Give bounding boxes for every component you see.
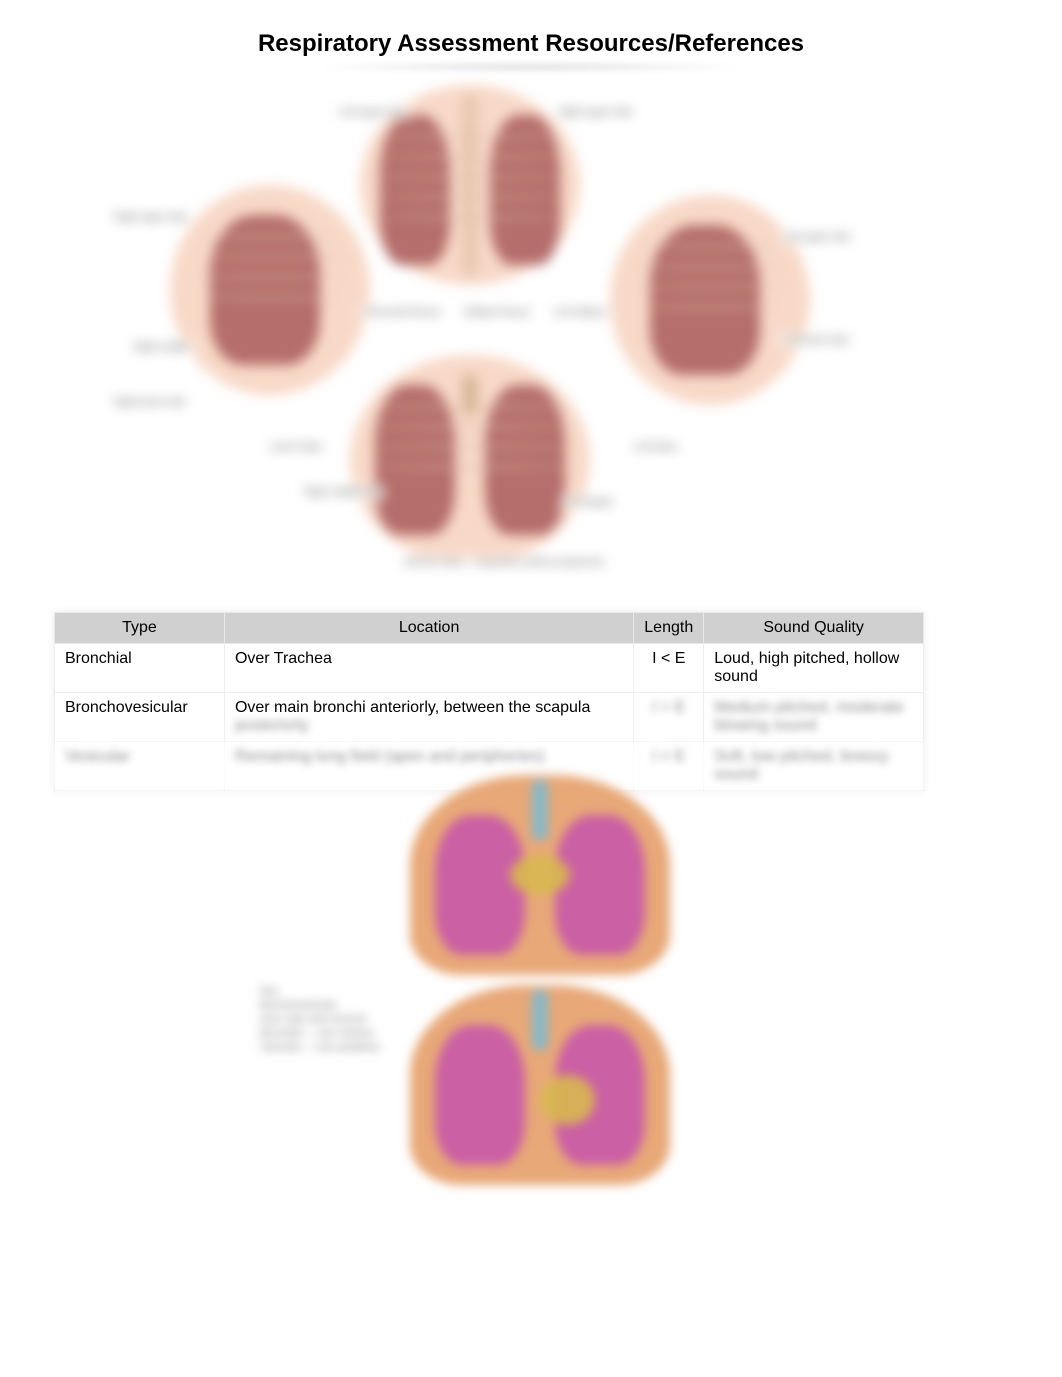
cell-location-hidden: posteriorly [235,717,623,735]
col-header-location: Location [224,613,633,644]
diagram-label: Right upper lobe [555,105,636,120]
col-header-length: Length [634,613,704,644]
diagram-label: Oblique fissure [460,305,535,320]
cell-quality: Medium pitched, moderate blowing sound [704,693,924,742]
diagram-label: Right lower lobe [110,395,190,410]
upper-lung-diagram: Left upper lobe Right upper lobe Right u… [100,85,962,585]
diagram-label: Left lobes [630,440,681,455]
cell-location-visible: Over main bronchi anteriorly, between th… [235,699,590,716]
diagram-legend: Key: Bronchovesicular Over main stem bro… [260,985,410,1055]
col-header-type: Type [55,613,225,644]
diagram-label: Right upper lobe [110,210,191,225]
diagram-label: Right middle [130,340,194,355]
diagram-label: Right middle lobe [300,485,385,500]
cell-type: Bronchial [55,644,225,693]
legend-line: Bronchovesicular [260,999,410,1013]
diagram-label: Horizontal fissure [360,305,445,320]
cell-location: Over Trachea [224,644,633,693]
table-row: Bronchovesicular Over main bronchi anter… [55,693,924,742]
diagram-label: Anterior view — lung lobe surface projec… [400,555,609,570]
diagram-label: Left upper lobe [780,230,855,245]
legend-line: Key: [260,985,410,999]
legend-line: Bronchial — over trachea [260,1027,410,1041]
cell-location: Over main bronchi anteriorly, between th… [224,693,633,742]
cell-length: I < E [634,644,704,693]
lower-lung-diagram: Key: Bronchovesicular Over main stem bro… [240,775,740,1195]
cell-quality-hidden: Medium pitched, moderate blowing sound [714,699,913,735]
diagram-label: Left lower lobe [780,333,853,348]
title-underline [311,62,751,72]
col-header-quality: Sound Quality [704,613,924,644]
page-title: Respiratory Assessment Resources/Referen… [0,30,1062,58]
diagram-label: Left lingula [560,495,616,510]
cell-length: I = E [634,693,704,742]
table-row: Bronchial Over Trachea I < E Loud, high … [55,644,924,693]
cell-length-hidden: I = E [644,699,693,717]
diagram-label: Left upper lobe [335,105,410,120]
legend-line: Vesicular — over periphery [260,1041,410,1055]
cell-quality: Loud, high pitched, hollow sound [704,644,924,693]
cell-type: Vesicular [55,742,225,791]
breath-sounds-table: Type Location Length Sound Quality Bronc… [54,612,924,791]
diagram-label: Lower lobes [265,440,327,455]
table-header-row: Type Location Length Sound Quality [55,613,924,644]
diagram-label: Left oblique [550,305,610,320]
legend-line: Over main stem bronchi [260,1013,410,1027]
cell-type: Bronchovesicular [55,693,225,742]
